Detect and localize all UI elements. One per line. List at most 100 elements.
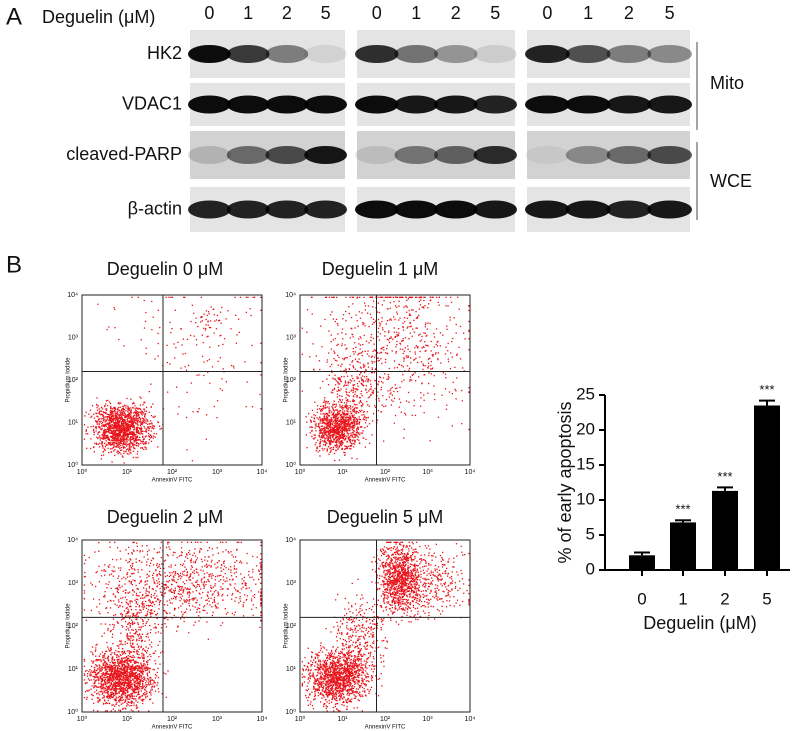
- flow-y-tick: 10³: [286, 580, 297, 587]
- lane-label: 0: [542, 3, 552, 23]
- blot-band: [647, 96, 692, 114]
- flow-y-label: Propidium Iodide: [66, 603, 72, 649]
- x-tick-label: 2: [720, 589, 729, 608]
- lane-label: 5: [665, 3, 675, 23]
- panel-label: A: [6, 3, 22, 30]
- blot-band: [566, 45, 611, 63]
- blot-band: [566, 96, 611, 114]
- y-tick-label: 20: [576, 419, 595, 438]
- blot-band: [304, 201, 347, 219]
- cell-events: [84, 542, 262, 712]
- flow-x-label: AnnexinV FITC: [365, 478, 406, 484]
- cell-events: [84, 297, 262, 464]
- lane-label: 1: [411, 3, 421, 23]
- blot-band: [304, 45, 347, 63]
- flow-y-tick: 10¹: [286, 419, 297, 426]
- flow-y-label: Propidium Iodide: [284, 357, 290, 403]
- blot-band: [566, 201, 611, 219]
- flow-x-tick: 10⁴: [465, 469, 476, 476]
- blot-band: [607, 96, 652, 114]
- blot-band: [227, 201, 270, 219]
- cell-events: [302, 542, 470, 712]
- lane-label: 0: [204, 3, 214, 23]
- flow-x-tick: 10⁰: [295, 715, 306, 723]
- blot-band: [355, 45, 399, 63]
- blot-band: [525, 45, 570, 63]
- flow-title: Deguelin 2 μM: [107, 507, 223, 527]
- flow-y-tick: 10⁴: [285, 537, 296, 544]
- blot-band: [474, 201, 518, 219]
- flow-title: Deguelin 0 μM: [107, 259, 223, 279]
- blot-band: [266, 45, 309, 63]
- blot-band: [434, 45, 478, 63]
- flow-x-label: AnnexinV FITC: [365, 725, 406, 731]
- lane-label: 0: [372, 3, 382, 23]
- y-axis-label: % of early apoptosis: [555, 401, 575, 563]
- x-tick-label: 5: [762, 589, 771, 608]
- blot-band: [188, 45, 231, 63]
- cell-events: [302, 297, 470, 462]
- blot-band: [607, 146, 652, 164]
- plot-frame: [300, 295, 470, 465]
- blot-row-label: β-actin: [128, 198, 182, 218]
- flow-y-tick: 10⁰: [285, 708, 296, 716]
- significance: ***: [759, 382, 774, 397]
- flow-y-tick: 10⁴: [285, 292, 296, 299]
- blot-band: [188, 96, 231, 114]
- flow-x-tick: 10³: [422, 469, 433, 476]
- y-tick-label: 15: [576, 454, 595, 473]
- blot-band: [395, 45, 439, 63]
- blot-band: [525, 146, 570, 164]
- significance: ***: [675, 502, 690, 517]
- blot-band: [474, 146, 518, 164]
- flow-x-tick: 10³: [422, 716, 433, 723]
- flow-x-tick: 10²: [380, 469, 391, 476]
- blot-band: [266, 96, 309, 114]
- flow-y-tick: 10³: [68, 580, 79, 587]
- panel-label: B: [6, 251, 22, 278]
- bar: [712, 491, 738, 570]
- lane-label: 5: [321, 3, 331, 23]
- flow-x-tick: 10⁰: [77, 715, 88, 723]
- flow-title: Deguelin 1 μM: [322, 259, 438, 279]
- blot-band: [395, 96, 439, 114]
- flow-y-tick: 10⁴: [67, 537, 78, 544]
- blot-band: [566, 146, 611, 164]
- bar: [629, 555, 655, 570]
- flow-x-tick: 10²: [167, 469, 178, 476]
- flow-y-tick: 10⁰: [67, 708, 78, 716]
- lane-label: 1: [583, 3, 593, 23]
- lane-label: 5: [490, 3, 500, 23]
- lane-label: 2: [451, 3, 461, 23]
- blot-band: [227, 96, 270, 114]
- blot-band: [395, 201, 439, 219]
- blot-band: [266, 146, 309, 164]
- lane-label: 1: [243, 3, 253, 23]
- flow-x-tick: 10¹: [122, 469, 133, 476]
- blot-row-label: HK2: [147, 43, 182, 63]
- flow-y-tick: 10¹: [68, 419, 79, 426]
- blot-band: [266, 201, 309, 219]
- blot-band: [355, 146, 399, 164]
- flow-x-tick: 10³: [212, 716, 223, 723]
- flow-x-tick: 10⁴: [257, 716, 268, 723]
- flow-y-tick: 10⁰: [285, 461, 296, 469]
- blot-band: [474, 45, 518, 63]
- fraction-label: Mito: [710, 73, 744, 93]
- flow-x-tick: 10⁰: [295, 468, 306, 476]
- flow-title: Deguelin 5 μM: [327, 507, 443, 527]
- blot-band: [355, 201, 399, 219]
- y-tick-label: 10: [576, 489, 595, 508]
- blot-band: [525, 96, 570, 114]
- flow-x-tick: 10²: [167, 716, 178, 723]
- blot-band: [434, 96, 478, 114]
- flow-x-tick: 10⁰: [77, 468, 88, 476]
- blot-band: [227, 146, 270, 164]
- y-tick-label: 25: [576, 384, 595, 403]
- blot-band: [304, 96, 347, 114]
- blot-band: [434, 146, 478, 164]
- flow-x-tick: 10¹: [337, 469, 348, 476]
- flow-y-tick: 10³: [286, 334, 297, 341]
- flow-x-tick: 10¹: [337, 716, 348, 723]
